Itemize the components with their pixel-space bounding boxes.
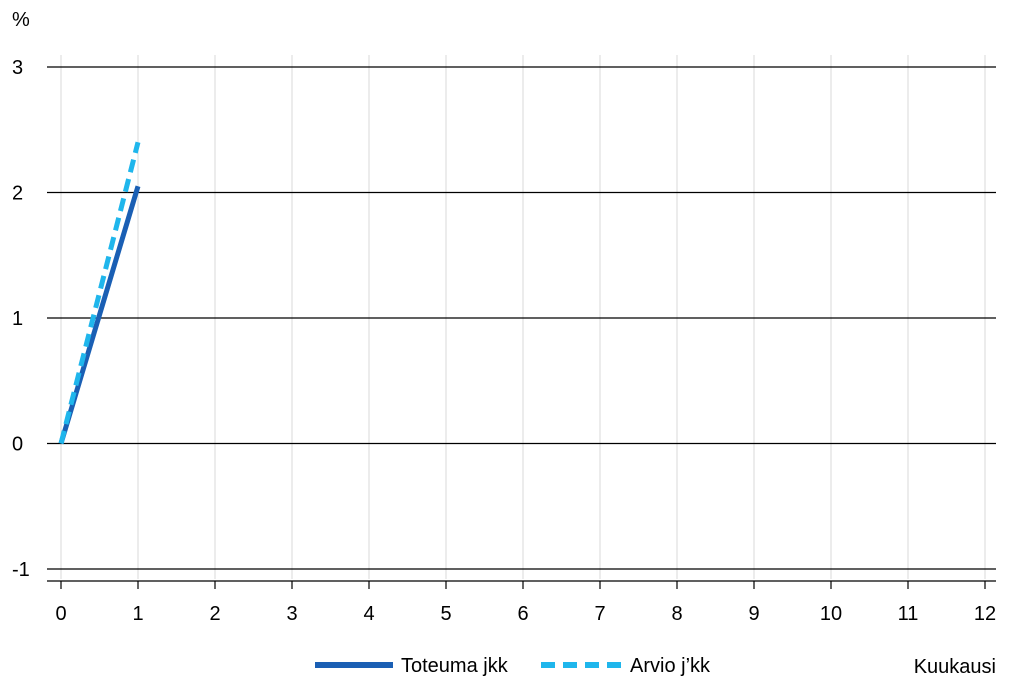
x-tick-label: 6 bbox=[517, 603, 528, 625]
x-tick-label: 3 bbox=[286, 603, 297, 625]
x-tick-label: 11 bbox=[898, 603, 919, 625]
x-tick-label: 12 bbox=[974, 603, 996, 625]
y-tick-labels: -1 0 1 2 3 bbox=[12, 57, 30, 581]
y-unit-label: % bbox=[12, 9, 30, 31]
x-tick-label: 5 bbox=[440, 603, 451, 625]
x-tick-label: 0 bbox=[55, 603, 66, 625]
x-tick-label: 4 bbox=[363, 603, 374, 625]
x-tick-label: 2 bbox=[209, 603, 220, 625]
x-tick-label: 10 bbox=[820, 603, 842, 625]
x-tick-label: 7 bbox=[594, 603, 605, 625]
x-tick-label: 9 bbox=[748, 603, 759, 625]
y-tick-label: 3 bbox=[12, 57, 23, 79]
horizontal-gridlines bbox=[47, 66, 996, 570]
series-line-estimate bbox=[58, 141, 141, 445]
legend: Toteuma jkk Arvio j’kk bbox=[315, 655, 711, 677]
y-tick-label: 2 bbox=[12, 183, 23, 205]
y-tick-label: 1 bbox=[12, 308, 23, 330]
legend-label: Toteuma jkk bbox=[401, 655, 509, 677]
y-tick-label: 0 bbox=[12, 434, 23, 456]
x-tick-label: 1 bbox=[132, 603, 143, 625]
y-tick-label: -1 bbox=[12, 559, 30, 581]
x-axis-title: Kuukausi bbox=[914, 656, 996, 677]
x-axis: 0 1 2 3 4 5 6 7 8 9 10 11 12 bbox=[47, 580, 996, 625]
legend-label: Arvio j’kk bbox=[630, 655, 711, 677]
x-tick-label: 8 bbox=[671, 603, 682, 625]
series-layer bbox=[58, 141, 141, 445]
vertical-gridlines bbox=[60, 55, 986, 579]
